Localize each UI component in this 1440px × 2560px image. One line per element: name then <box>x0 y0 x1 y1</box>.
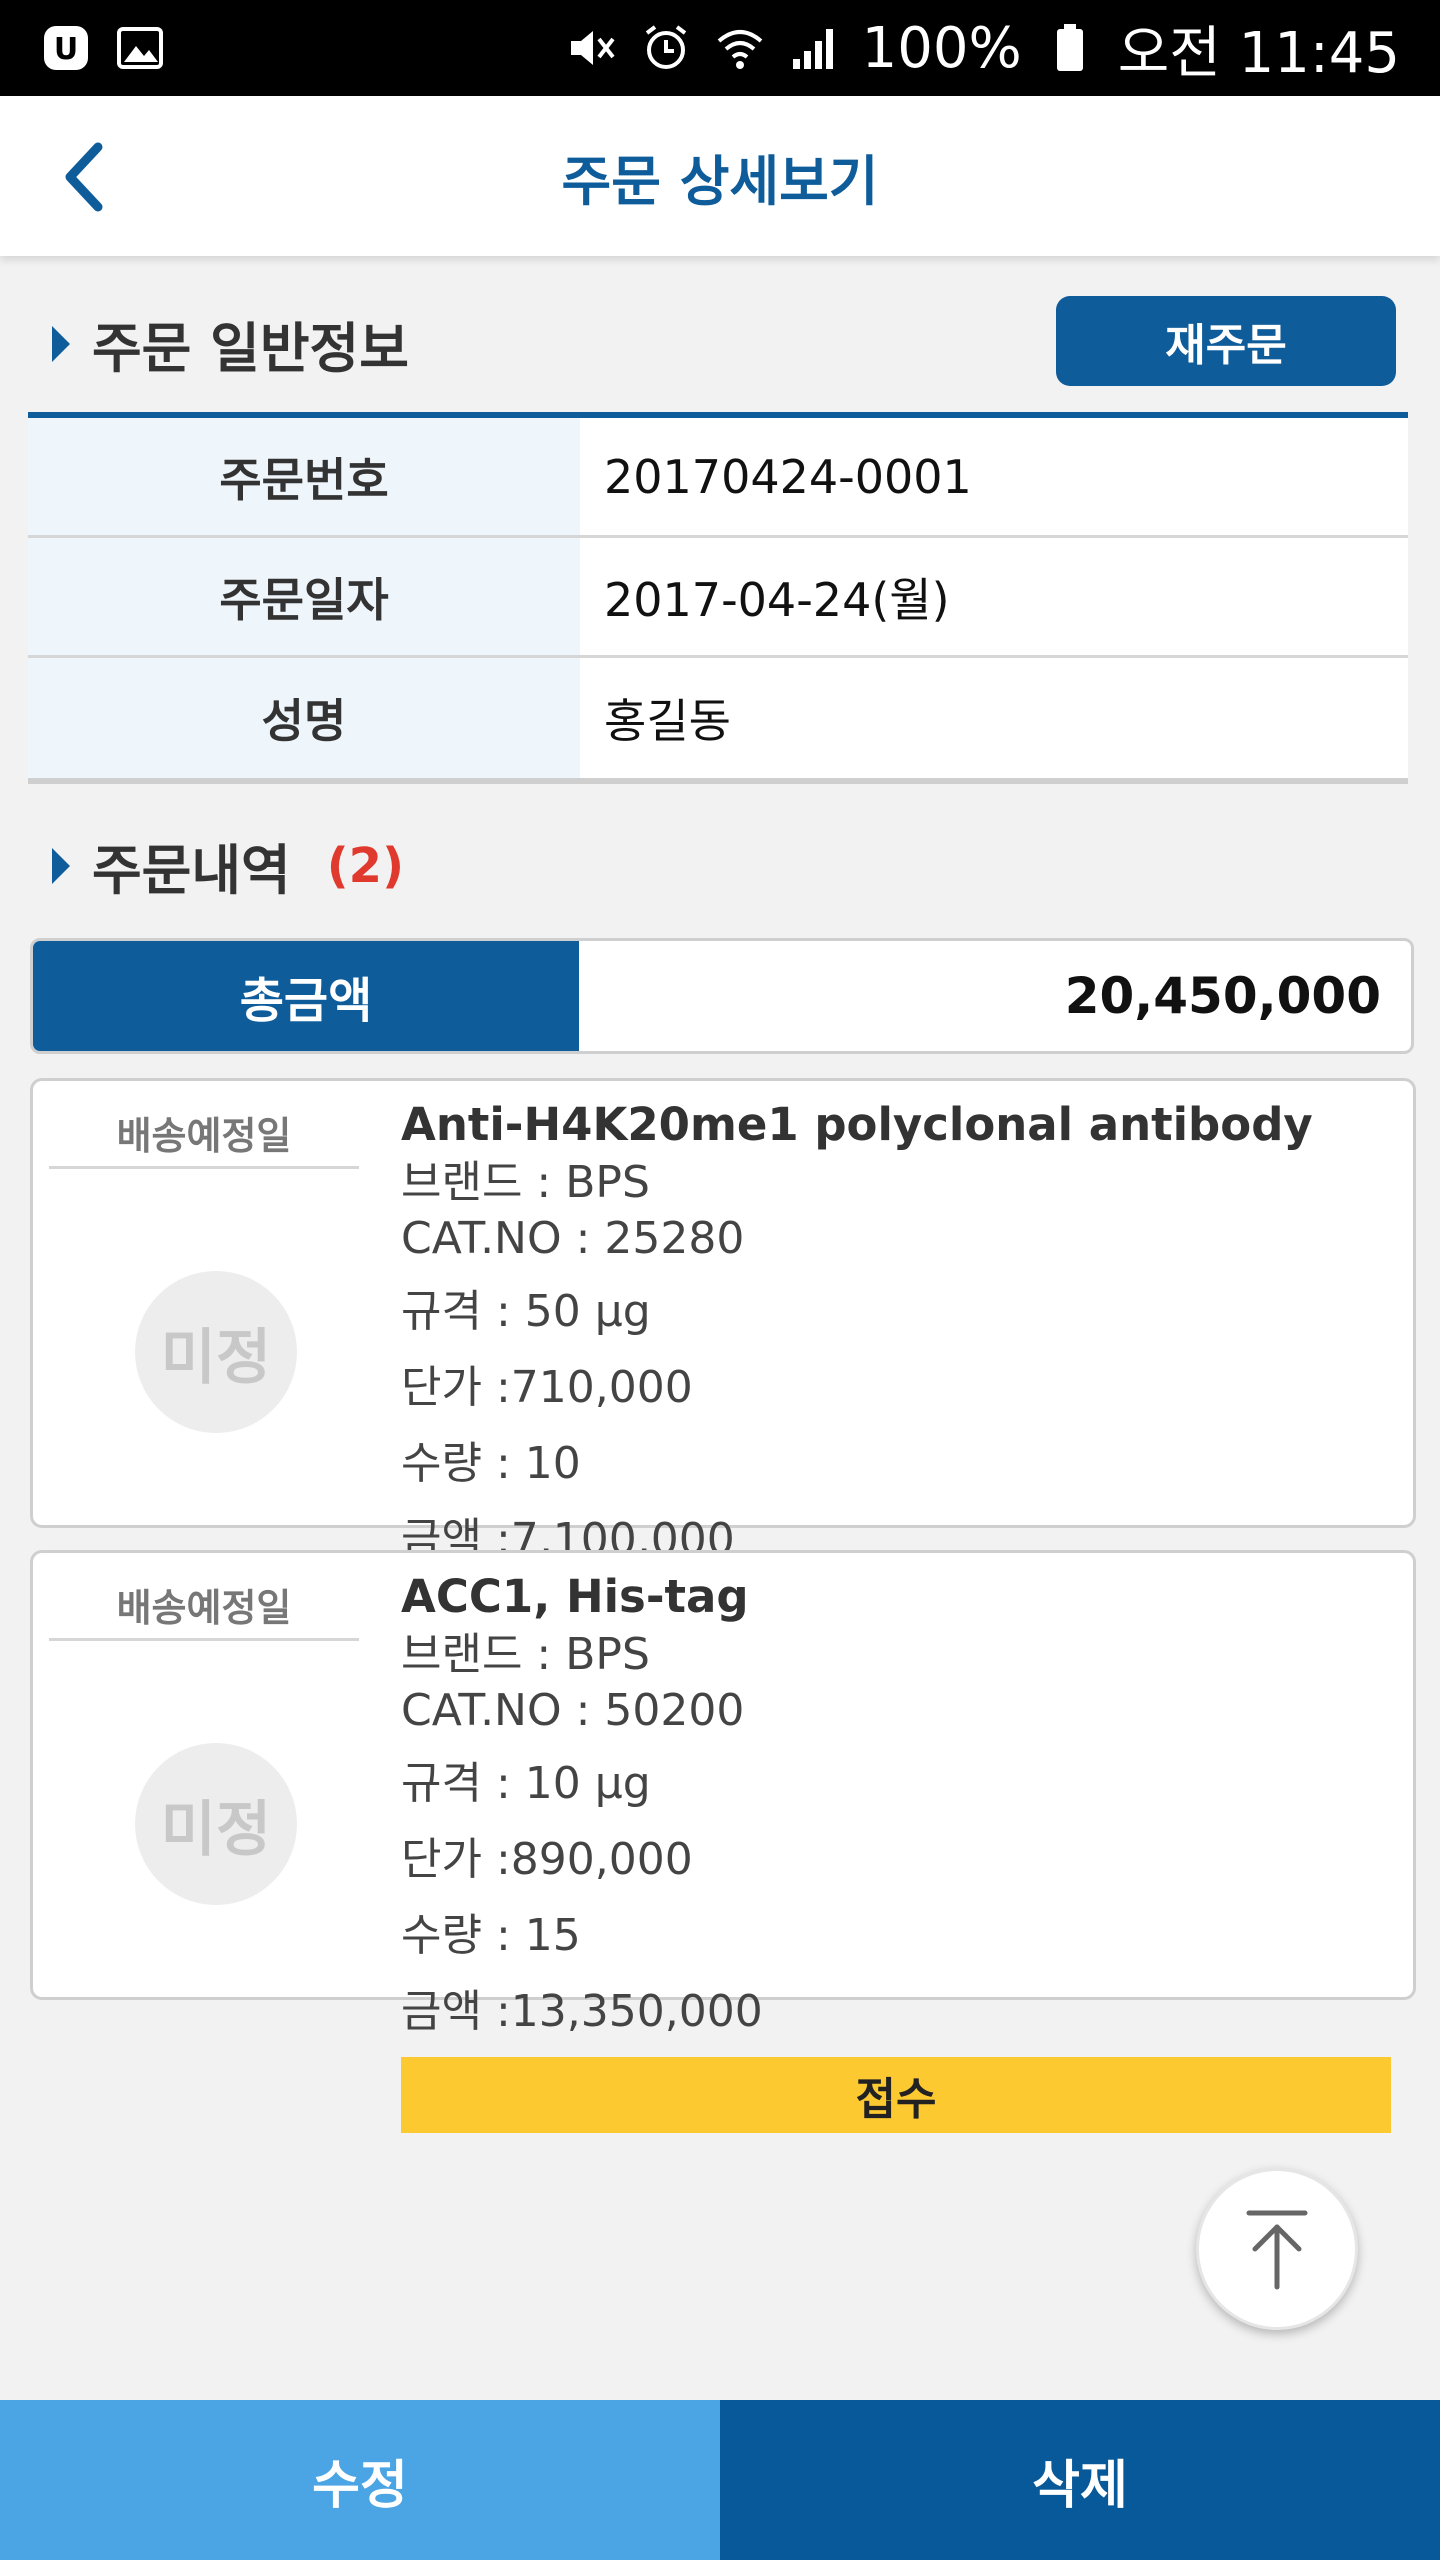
back-button[interactable] <box>38 132 128 222</box>
alarm-icon <box>640 22 692 74</box>
product-unit-price: 단가 :890,000 <box>401 1834 693 1885</box>
product-quantity: 수량 : 10 <box>401 1438 581 1489</box>
mute-icon <box>566 22 618 74</box>
delivery-info: 배송예정일 미정 <box>49 1553 359 1997</box>
order-count: (2) <box>326 837 405 894</box>
info-row-order-date: 주문일자 2017-04-24(월) <box>28 538 1408 658</box>
delivery-info: 배송예정일 미정 <box>49 1081 359 1525</box>
total-amount-label: 총금액 <box>33 941 579 1051</box>
info-row-order-number: 주문번호 20170424-0001 <box>28 418 1408 538</box>
order-history-heading: 주문내역 (2) <box>52 826 404 905</box>
product-name: Anti-H4K20me1 polyclonal antibody <box>401 1098 1313 1151</box>
product-quantity: 수량 : 15 <box>401 1910 581 1961</box>
arrow-up-icon <box>1246 2210 1308 2290</box>
product-amount: 금액 :13,350,000 <box>401 1986 763 2037</box>
product-name: ACC1, His-tag <box>401 1570 749 1623</box>
delivery-date-label: 배송예정일 <box>49 1571 359 1641</box>
order-info-table: 주문번호 20170424-0001 주문일자 2017-04-24(월) 성명… <box>28 412 1408 784</box>
info-value: 2017-04-24(월) <box>604 572 950 627</box>
product-specs: 규격 : 50 µg 단가 :710,000 수량 : 10 금액 :7,100… <box>401 1281 1391 1585</box>
info-key: 성명 <box>28 658 580 778</box>
info-value: 홍길동 <box>604 694 731 748</box>
product-cat-no: CAT.NO : 50200 <box>401 1685 745 1736</box>
product-cat-no: CAT.NO : 25280 <box>401 1213 745 1264</box>
bottom-action-bar: 수정 삭제 <box>0 2400 1440 2560</box>
info-row-name: 성명 홍길동 <box>28 658 1408 778</box>
delivery-status-badge: 미정 <box>135 1271 297 1433</box>
product-specs: 규격 : 10 µg 단가 :890,000 수량 : 15 금액 :13,35… <box>401 1753 1391 2057</box>
total-amount-bar: 총금액 20,450,000 <box>30 938 1414 1054</box>
total-amount-value: 20,450,000 <box>1064 967 1381 1025</box>
general-info-title: 주문 일반정보 <box>92 317 409 380</box>
order-item-card[interactable]: 배송예정일 미정 Anti-H4K20me1 polyclonal antibo… <box>30 1078 1416 1661</box>
app-notification-icon: U <box>40 22 92 74</box>
svg-text:U: U <box>54 32 78 67</box>
order-status-badge: 접수 <box>401 2057 1391 2133</box>
wifi-icon <box>714 22 766 74</box>
order-item-card[interactable]: 배송예정일 미정 ACC1, His-tag 브랜드 : BPS CAT.NO … <box>30 1550 1416 2133</box>
edit-button[interactable]: 수정 <box>0 2400 720 2560</box>
product-details: ACC1, His-tag 브랜드 : BPS CAT.NO : 50200 규… <box>401 1567 1391 2133</box>
delivery-status-badge: 미정 <box>135 1743 297 1905</box>
delete-button[interactable]: 삭제 <box>720 2400 1440 2560</box>
delivery-date-label: 배송예정일 <box>49 1099 359 1169</box>
product-spec: 규격 : 50 µg <box>401 1286 651 1337</box>
battery-percent: 100% <box>861 15 1022 81</box>
info-key: 주문번호 <box>28 418 580 535</box>
battery-icon <box>1044 22 1096 74</box>
section-bullet-icon <box>52 847 70 884</box>
gallery-icon <box>114 22 166 74</box>
product-spec: 규격 : 10 µg <box>401 1758 651 1809</box>
general-info-heading: 주문 일반정보 <box>52 304 409 383</box>
order-history-title: 주문내역 <box>92 839 291 902</box>
reorder-button[interactable]: 재주문 <box>1056 296 1396 386</box>
chevron-left-icon <box>65 142 103 212</box>
status-bar-right: 100% 오전 11:45 <box>566 8 1400 89</box>
signal-icon <box>788 22 840 74</box>
status-bar: U 100% 오전 11:45 <box>0 0 1440 96</box>
product-unit-price: 단가 :710,000 <box>401 1362 693 1413</box>
scroll-to-top-button[interactable] <box>1196 2168 1358 2330</box>
section-bullet-icon <box>52 325 70 362</box>
status-bar-left: U <box>40 22 166 74</box>
product-brand: 브랜드 : BPS <box>401 1629 650 1680</box>
page-title: 주문 상세보기 <box>561 149 879 213</box>
app-header: 주문 상세보기 <box>0 96 1440 256</box>
info-value: 20170424-0001 <box>604 449 972 504</box>
product-brand: 브랜드 : BPS <box>401 1157 650 1208</box>
clock: 오전 11:45 <box>1117 20 1400 86</box>
info-key: 주문일자 <box>28 538 580 655</box>
